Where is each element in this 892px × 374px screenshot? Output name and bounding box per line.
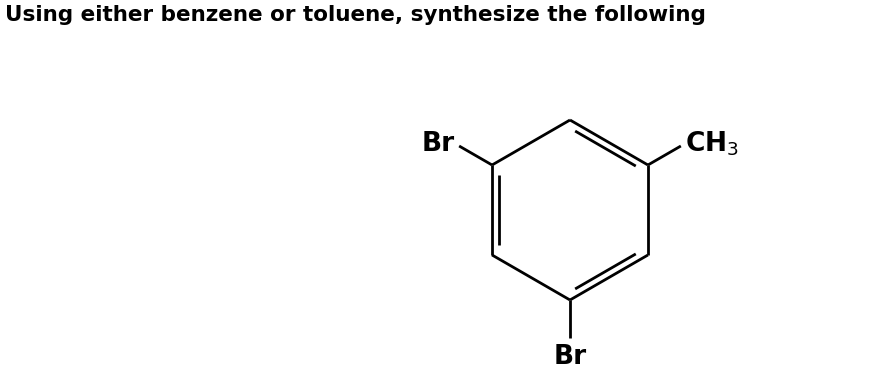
Text: Br: Br bbox=[553, 344, 587, 370]
Text: Using either benzene or toluene, synthesize the following: Using either benzene or toluene, synthes… bbox=[5, 5, 706, 25]
Text: Br: Br bbox=[422, 131, 455, 157]
Text: CH$_3$: CH$_3$ bbox=[685, 130, 739, 158]
